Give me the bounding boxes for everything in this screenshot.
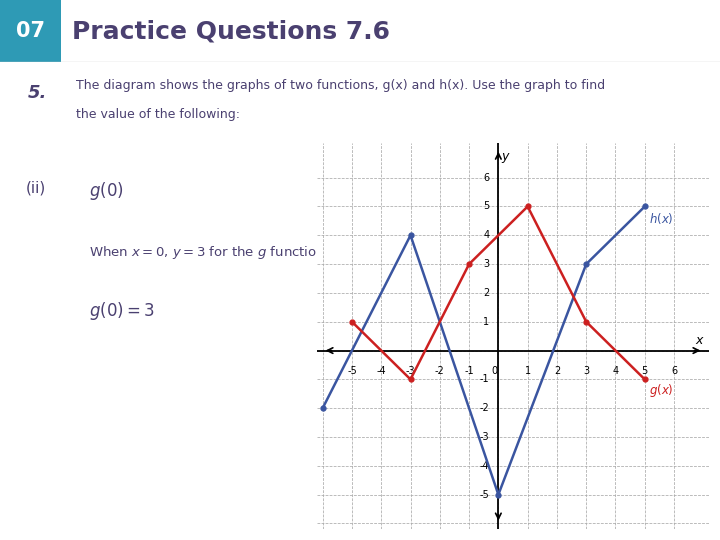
- Text: Practice Questions 7.6: Practice Questions 7.6: [72, 19, 390, 43]
- Text: 5.: 5.: [27, 84, 47, 102]
- Text: When $x = 0$, $y = 3$ for the $g$ function: When $x = 0$, $y = 3$ for the $g$ functi…: [89, 244, 325, 261]
- Text: x: x: [696, 334, 703, 347]
- Text: 4: 4: [483, 230, 490, 240]
- Text: 2: 2: [554, 367, 560, 376]
- Text: 0: 0: [491, 367, 497, 376]
- Text: 1: 1: [483, 317, 490, 327]
- Text: -1: -1: [464, 367, 474, 376]
- Text: $g(x)$: $g(x)$: [649, 382, 674, 400]
- Text: -1: -1: [480, 374, 490, 384]
- Text: 5: 5: [483, 201, 490, 212]
- Text: -5: -5: [347, 367, 357, 376]
- Text: -2: -2: [480, 403, 490, 413]
- Text: 4: 4: [613, 367, 618, 376]
- Text: 2: 2: [483, 288, 490, 298]
- Text: -3: -3: [480, 432, 490, 442]
- Text: y: y: [501, 150, 508, 163]
- Text: 5: 5: [642, 367, 648, 376]
- Text: 07: 07: [16, 21, 45, 41]
- Text: (ii): (ii): [25, 180, 45, 195]
- Bar: [0, 0, 61, 62]
- Text: $h(x)$: $h(x)$: [649, 211, 674, 226]
- Text: $g(0) = 3$: $g(0) = 3$: [89, 300, 155, 322]
- Text: $g(0)$: $g(0)$: [89, 180, 123, 202]
- Text: -5: -5: [480, 490, 490, 500]
- Text: 6: 6: [483, 173, 490, 183]
- Text: 3: 3: [583, 367, 589, 376]
- Text: -4: -4: [377, 367, 386, 376]
- Text: the value of the following:: the value of the following:: [76, 107, 240, 120]
- Text: -3: -3: [405, 367, 415, 376]
- Text: 1: 1: [525, 367, 531, 376]
- Text: The diagram shows the graphs of two functions, g(x) and h(x). Use the graph to f: The diagram shows the graphs of two func…: [76, 79, 605, 92]
- Text: -4: -4: [480, 461, 490, 471]
- Text: -2: -2: [435, 367, 445, 376]
- Text: 3: 3: [483, 259, 490, 269]
- Text: 6: 6: [671, 367, 677, 376]
